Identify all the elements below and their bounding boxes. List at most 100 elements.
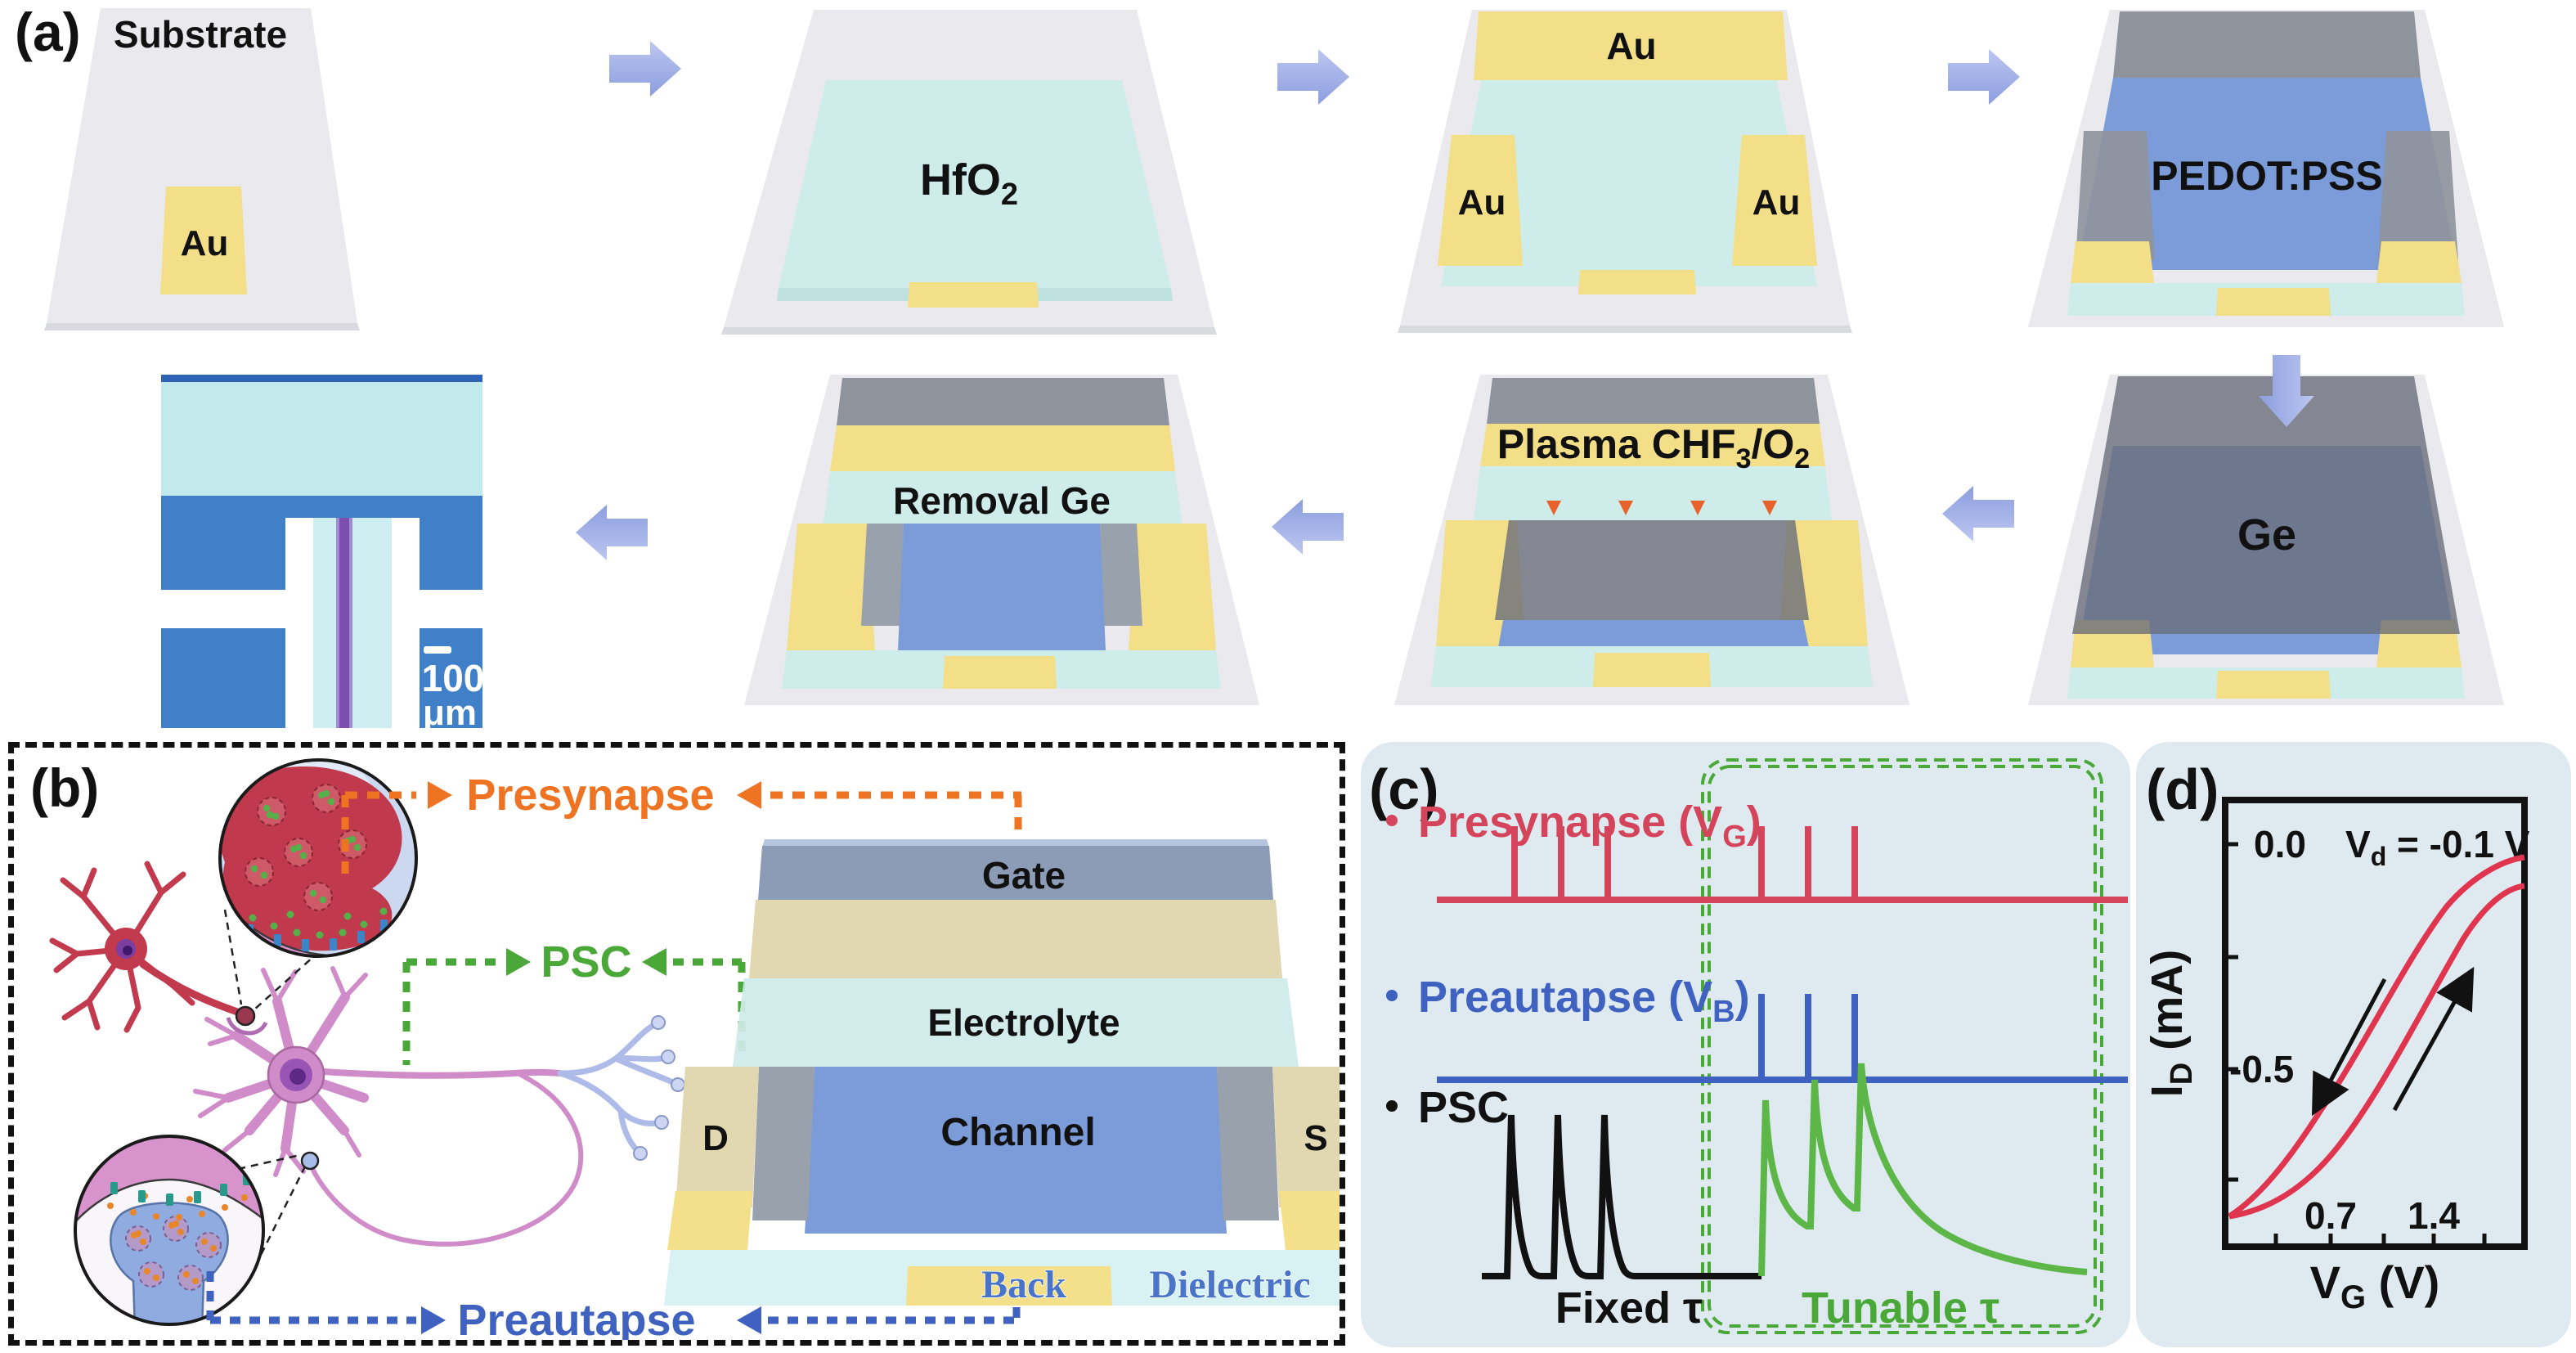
pedot-label: PEDOT:PSS (2151, 153, 2382, 199)
preautapse-label: Preautapse (457, 1296, 695, 1340)
au-pad-label: Au (181, 223, 229, 263)
arrow-right-icon (1277, 49, 1349, 105)
au-gate-bar (1474, 11, 1788, 80)
hfo2-layer (779, 80, 1171, 288)
preautapse-vb-label: Preautapse (VB) (1418, 973, 1750, 1029)
psc-tunable-waveform (1758, 1063, 2088, 1277)
step-pedot: PEDOT:PSS (2028, 10, 2504, 327)
preautapse-inset (74, 1135, 265, 1326)
y-axis-label: ID (mA) (2143, 950, 2199, 1097)
step-removal-ge: Removal Ge (744, 375, 1259, 705)
arrow-right-icon (609, 41, 681, 97)
synapse-contact (235, 1005, 256, 1027)
arrow-left-icon (642, 948, 666, 976)
gate-layer (758, 846, 1273, 900)
xtick-07: 0.7 (2304, 1194, 2357, 1237)
hysteresis-curve (2228, 854, 2525, 1220)
vd-annotation: Vd = -0.1 V (2345, 823, 2530, 871)
scale-bar (424, 646, 451, 654)
au-pad (160, 187, 247, 294)
presynaptic-neuron (49, 861, 244, 1033)
preautapse-annotation: Preautapse (206, 1271, 1021, 1340)
arrow-left-icon (1942, 486, 2014, 542)
panel-a: (a) Substrate Au HfO2 Au Au Au (15, 2, 2504, 733)
gate-label: Gate (982, 854, 1066, 897)
svg-text:Au: Au (1752, 182, 1801, 223)
arrow-left-icon (737, 781, 761, 809)
fixed-tau-label: Fixed τ (1555, 1283, 1703, 1333)
x-axis-label: VG (V) (2310, 1256, 2440, 1315)
channel-layer (805, 1067, 1227, 1234)
step-plasma: Plasma CHF3/O2 (1394, 375, 1910, 705)
electrolyte-layer (733, 978, 1299, 1067)
bullet-icon (1386, 990, 1398, 1001)
autapse-contact (300, 1151, 320, 1171)
channel-label: Channel (940, 1111, 1095, 1154)
psc-fixed-waveform (1482, 1114, 1761, 1279)
receptors (110, 1173, 250, 1206)
svg-text:Au: Au (1606, 25, 1656, 67)
au-left-pad (1438, 135, 1523, 266)
psc-label: PSC (541, 937, 631, 987)
axis-ticks (2225, 842, 2487, 1247)
axon (320, 1068, 563, 1079)
vesicles (245, 784, 367, 911)
hfo2-label: HfO2 (920, 155, 1018, 212)
presynapse-pulse-train (1437, 826, 2128, 903)
ge-label: Ge (2237, 510, 2296, 560)
tunable-tau-label: Tunable τ (1802, 1283, 1999, 1333)
arrow-left-icon (737, 1306, 761, 1334)
removal-ge-label: Removal Ge (893, 479, 1111, 522)
plasma-label: Plasma CHF3/O2 (1497, 421, 1810, 474)
panel-b-label: (b) (30, 757, 99, 818)
drain-electrode (675, 1067, 759, 1207)
autapse-loop (307, 1072, 584, 1247)
back-gate-pad (906, 1266, 1112, 1306)
presynapse-label: Presynapse (466, 771, 714, 820)
scale-value: 100 (422, 657, 485, 699)
panel-b: (b) (8, 742, 1345, 1346)
back-label: Back (981, 1263, 1066, 1306)
panel-c: (c) Presynapse (VG) Preautapse (VB) PSC … (1361, 742, 2130, 1347)
bullet-icon (1386, 815, 1398, 826)
channel-line (339, 518, 349, 728)
tunable-region-box (1701, 758, 2103, 1334)
neurotransmitters (249, 789, 388, 939)
psc-annotation: PSC (402, 937, 746, 1065)
ge-layer (2072, 376, 2460, 634)
synaptic-transistor-schematic: Gate Electrolyte Channel D S Back Dielec… (664, 839, 1340, 1307)
arrow-right-icon (421, 1306, 446, 1334)
ytick-neg05: -0.5 (2229, 1048, 2294, 1090)
arrow-left-icon (1272, 499, 1344, 555)
step-hfo2: HfO2 (721, 10, 1217, 335)
device-micrograph: 100 μm (161, 375, 484, 733)
sweep-reverse-arrow-icon (2311, 978, 2387, 1117)
panel-d-label: (d) (2146, 757, 2219, 821)
psc-label: PSC (1418, 1083, 1509, 1132)
presynapse-annotation: Presynapse (341, 771, 1022, 879)
bullet-icon (1386, 1100, 1398, 1112)
sweep-forward-arrow-icon (2392, 966, 2475, 1112)
plot-frame (2222, 797, 2528, 1250)
postsynaptic-neuron (193, 966, 584, 1247)
substrate-label: Substrate (114, 13, 287, 56)
preautapse-pulse-train (1437, 994, 2128, 1083)
panel-d: (d) 0.0 Vd = -0.1 V -0.5 ID (mA) 0.7 1.4… (2136, 742, 2571, 1347)
substrate-slab (47, 8, 357, 323)
electrolyte-label: Electrolyte (927, 1001, 1120, 1044)
presynapse-inset (218, 758, 418, 958)
presynapse-vg-label: Presynapse (VG) (1418, 798, 1761, 854)
arrow-right-icon (1948, 49, 2020, 105)
svg-text:Au: Au (1458, 182, 1506, 223)
source-label: S (1304, 1118, 1327, 1158)
pedot-layer (2077, 78, 2457, 270)
au-right-pad (1732, 135, 1817, 266)
panel-a-label: (a) (15, 2, 81, 62)
panel-c-label: (c) (1369, 757, 1439, 821)
source-electrode (1272, 1067, 1340, 1207)
drain-label: D (702, 1118, 729, 1158)
scale-unit: μm (423, 693, 477, 733)
ytick-0: 0.0 (2254, 823, 2306, 865)
step-ge: Ge (2028, 375, 2504, 705)
